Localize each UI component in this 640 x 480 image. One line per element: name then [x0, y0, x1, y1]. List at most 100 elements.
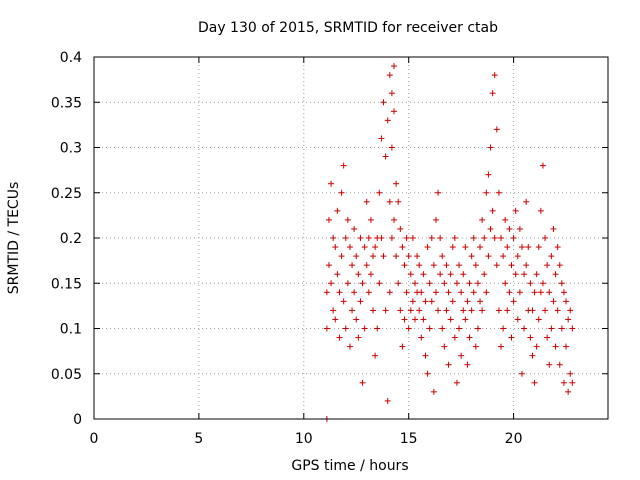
data-point [376, 280, 383, 287]
data-point [481, 271, 488, 278]
data-point [395, 198, 402, 205]
data-point [498, 235, 505, 241]
data-point [453, 379, 460, 386]
data-point [527, 334, 534, 341]
data-point [481, 235, 488, 241]
data-point [495, 189, 502, 196]
y-tick-label: 0.25 [51, 186, 82, 202]
data-point [325, 262, 332, 269]
data-point [554, 244, 561, 251]
data-point [460, 307, 467, 314]
data-point [521, 325, 528, 332]
data-point [552, 343, 559, 350]
data-point [328, 280, 335, 287]
data-point [468, 253, 475, 260]
data-point [355, 334, 362, 341]
data-point [386, 72, 393, 79]
data-point [388, 235, 395, 241]
data-point [361, 325, 368, 332]
data-point [550, 298, 557, 305]
x-axis-title: GPS time / hours [291, 458, 408, 474]
data-point [325, 216, 332, 223]
y-tick-label: 0.35 [51, 95, 82, 111]
data-point [510, 298, 517, 305]
data-point [556, 262, 563, 269]
data-point [384, 117, 391, 124]
data-point [411, 316, 418, 323]
data-point [416, 262, 423, 269]
data-point [399, 343, 406, 350]
chart-title: Day 130 of 2015, SRMTID for receiver cta… [198, 20, 498, 36]
data-point [502, 216, 509, 223]
data-point [508, 334, 515, 341]
data-point [464, 361, 471, 368]
data-point [516, 289, 523, 296]
data-point [493, 126, 500, 133]
data-point [529, 307, 536, 314]
data-point [365, 235, 372, 241]
data-point [422, 352, 429, 359]
data-point [548, 253, 555, 260]
data-point [447, 271, 454, 278]
data-point [560, 379, 567, 386]
data-point [539, 280, 546, 287]
data-point [370, 307, 377, 314]
data-point [563, 298, 570, 305]
data-point [439, 253, 446, 260]
data-point [477, 244, 484, 251]
data-point [411, 280, 418, 287]
data-point [533, 271, 540, 278]
data-point [353, 316, 360, 323]
data-point [407, 307, 414, 314]
data-point [548, 325, 555, 332]
data-point [569, 325, 576, 332]
data-point [409, 235, 416, 241]
data-point [474, 280, 481, 287]
data-point [466, 280, 473, 287]
data-point [458, 289, 465, 296]
data-point [468, 307, 475, 314]
data-point [500, 253, 507, 260]
data-point [456, 262, 463, 269]
data-point [435, 307, 442, 314]
data-point [357, 235, 364, 241]
data-point [518, 370, 525, 377]
data-point [489, 90, 496, 97]
data-point [565, 388, 572, 395]
data-point [535, 244, 542, 251]
y-tick-label: 0.05 [51, 367, 82, 383]
data-point [493, 262, 500, 269]
data-point [487, 225, 494, 232]
data-point [485, 171, 492, 178]
data-point [560, 289, 567, 296]
data-point [539, 162, 546, 169]
axis-ticks [93, 56, 608, 420]
data-point [523, 198, 530, 205]
data-point [550, 225, 557, 232]
data-point [531, 379, 538, 386]
data-point [395, 280, 402, 287]
data-point [355, 271, 362, 278]
data-point [428, 298, 435, 305]
data-point [531, 289, 538, 296]
data-point [416, 307, 423, 314]
data-point [441, 280, 448, 287]
data-point [460, 271, 467, 278]
data-point [491, 72, 498, 79]
data-point [449, 244, 456, 251]
data-point [420, 271, 427, 278]
data-point [378, 135, 385, 142]
data-point [407, 271, 414, 278]
data-point [529, 352, 536, 359]
data-point [330, 307, 337, 314]
data-point [445, 361, 452, 368]
data-point [451, 235, 458, 241]
data-point [393, 253, 400, 260]
data-point [489, 207, 496, 214]
data-point [521, 271, 528, 278]
data-point [500, 325, 507, 332]
data-point [386, 289, 393, 296]
data-point [384, 397, 391, 404]
data-point [344, 216, 351, 223]
